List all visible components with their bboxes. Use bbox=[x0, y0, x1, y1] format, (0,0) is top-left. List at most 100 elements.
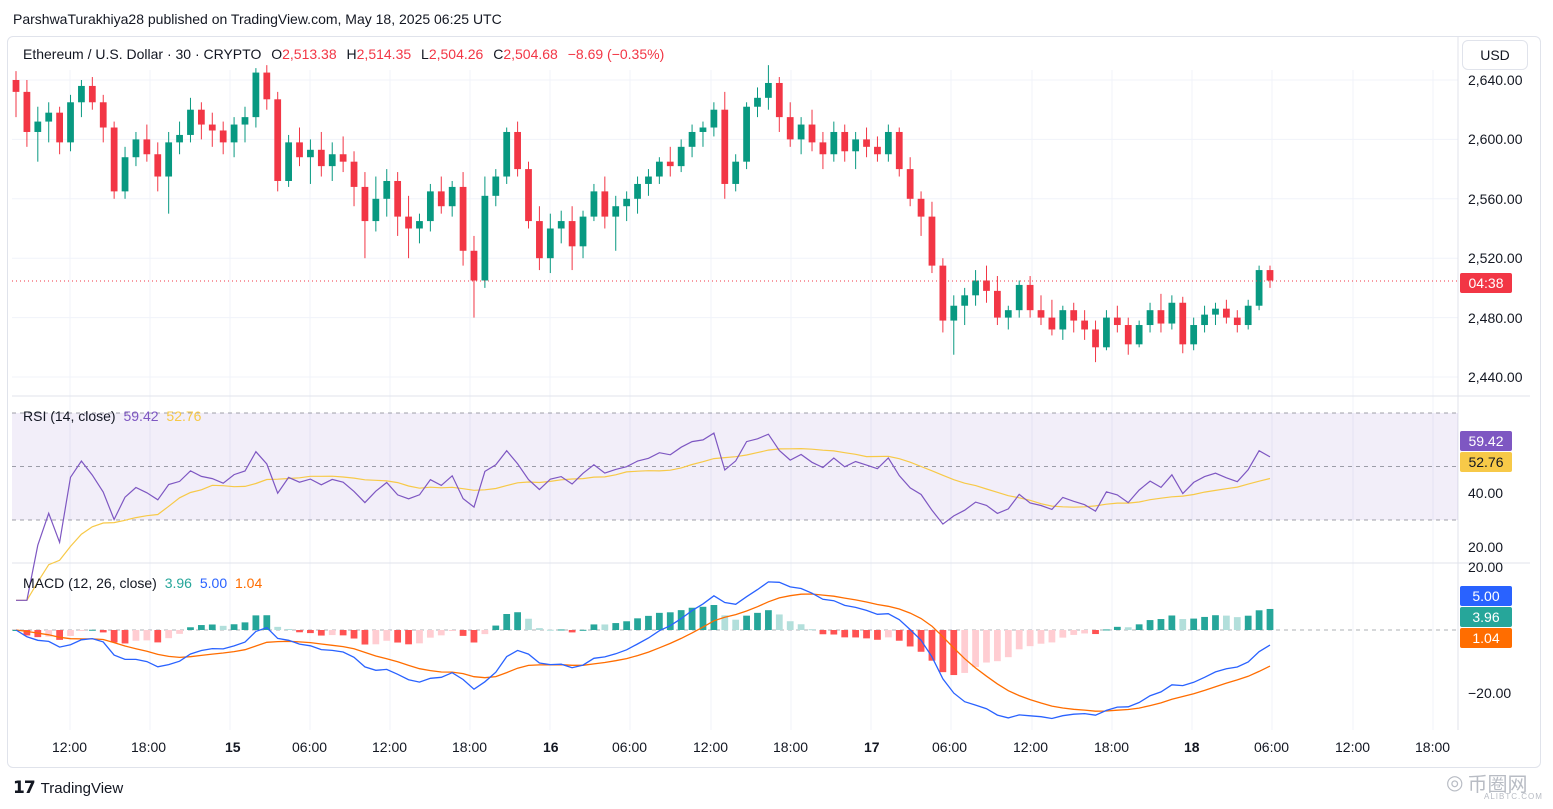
time-label: 06:00 bbox=[612, 739, 648, 755]
candle-body bbox=[830, 131, 838, 155]
watermark-logo-icon: ◎ bbox=[1446, 772, 1464, 794]
macd-histogram-bar bbox=[514, 612, 521, 630]
candle-body bbox=[765, 82, 772, 98]
symbol-name[interactable]: Ethereum / U.S. Dollar · 30 · CRYPTO bbox=[23, 46, 262, 62]
macd-histogram-bar bbox=[634, 618, 641, 630]
open-value: 2,513.38 bbox=[282, 46, 337, 62]
macd-histogram-bar bbox=[1244, 615, 1252, 630]
candle-body bbox=[88, 85, 96, 103]
candle-body bbox=[263, 72, 271, 100]
rsi-label: RSI (14, close) bbox=[23, 408, 116, 424]
candle-body bbox=[1135, 325, 1143, 345]
candle-body bbox=[1113, 317, 1121, 326]
macd-histogram-bar bbox=[230, 624, 238, 630]
candle-body bbox=[645, 176, 652, 184]
watermark-subtext: ALIBTC.COM bbox=[1484, 792, 1543, 801]
countdown-badge: 04:38 bbox=[1460, 273, 1512, 293]
candle-body bbox=[252, 72, 260, 118]
candle-body bbox=[34, 121, 42, 132]
candle-body bbox=[939, 265, 947, 321]
macd-histogram-bar bbox=[197, 625, 205, 630]
candle-body bbox=[1212, 308, 1219, 315]
candle-body bbox=[568, 221, 576, 247]
macd-histogram-bar bbox=[1059, 630, 1067, 638]
macd-histogram-bar bbox=[906, 630, 914, 647]
candle-body bbox=[121, 157, 129, 192]
candle-body bbox=[197, 109, 205, 125]
candle-body bbox=[208, 124, 216, 131]
candle-body bbox=[459, 186, 467, 251]
candle-body bbox=[12, 80, 20, 92]
macd-histogram-bar bbox=[1004, 630, 1012, 658]
macd-legend[interactable]: MACD (12, 26, close) 3.96 5.00 1.04 bbox=[23, 575, 262, 591]
rsi-ma-line bbox=[16, 447, 1271, 601]
time-label: 15 bbox=[225, 739, 241, 755]
macd-histogram-bar bbox=[961, 630, 969, 673]
candle-body bbox=[1146, 310, 1154, 326]
macd-histogram-bar bbox=[688, 607, 696, 630]
candle-body bbox=[219, 130, 227, 143]
candle-body bbox=[983, 280, 990, 291]
signal-line bbox=[15, 593, 1271, 712]
macd-histogram-bar bbox=[699, 606, 707, 630]
macd-histogram-bar bbox=[612, 623, 620, 630]
macd-histogram-bar bbox=[99, 630, 107, 633]
currency-button[interactable]: USD bbox=[1462, 40, 1528, 70]
time-label: 17 bbox=[864, 739, 880, 755]
candle-body bbox=[601, 191, 609, 217]
macd-histogram-bar bbox=[950, 630, 958, 676]
macd-histogram-bar bbox=[819, 630, 827, 635]
candle-body bbox=[819, 142, 827, 155]
macd-histogram-bar bbox=[775, 614, 783, 630]
macd-histogram-bar bbox=[754, 612, 761, 630]
candle-body bbox=[688, 131, 696, 147]
candle-body bbox=[285, 142, 292, 181]
time-label: 06:00 bbox=[292, 739, 328, 755]
macd-histogram-bar bbox=[536, 628, 543, 630]
macd-histogram-bar bbox=[1201, 616, 1208, 630]
candle-body bbox=[743, 106, 750, 162]
macd-axis-label: 20.00 bbox=[1468, 559, 1504, 575]
candle-body bbox=[45, 112, 53, 122]
candle-body bbox=[841, 131, 849, 152]
macd-histogram-bar bbox=[1113, 626, 1121, 630]
macd-histogram-bar bbox=[252, 615, 260, 630]
candle-body bbox=[481, 195, 489, 281]
candle-body bbox=[525, 169, 532, 222]
rsi-line bbox=[16, 432, 1271, 601]
tv-logo-icon: 𝟭𝟳 bbox=[13, 778, 36, 797]
candle-body bbox=[1070, 310, 1078, 321]
macd-histogram-bar bbox=[372, 630, 380, 645]
price-axis-label: 2,440.00 bbox=[1468, 369, 1523, 385]
macd-histogram-bar bbox=[1135, 624, 1143, 630]
candle-body bbox=[754, 97, 761, 107]
low-label: L bbox=[421, 46, 429, 62]
macd-histogram-bar bbox=[1179, 619, 1187, 630]
candle-body bbox=[132, 139, 140, 158]
macd-histogram-bar bbox=[710, 605, 718, 630]
candle-body bbox=[775, 82, 783, 118]
macd-histogram-bar bbox=[67, 630, 74, 636]
candle-body bbox=[1223, 308, 1230, 318]
candle-body bbox=[416, 221, 423, 229]
macd-histogram-bar bbox=[383, 630, 391, 641]
candle-body bbox=[1092, 329, 1099, 348]
rsi-legend[interactable]: RSI (14, close) 59.42 52.76 bbox=[23, 408, 201, 424]
macd-histogram-bar bbox=[416, 630, 423, 644]
rsi-ma-badge: 52.76 bbox=[1460, 452, 1512, 472]
candle-body bbox=[143, 139, 151, 155]
candle-body bbox=[426, 191, 434, 222]
candle-body bbox=[1201, 314, 1208, 326]
price-axis-label: 2,600.00 bbox=[1468, 131, 1523, 147]
tradingview-logo[interactable]: 𝟭𝟳 TradingView bbox=[13, 778, 123, 798]
signal-value-badge: 1.04 bbox=[1460, 628, 1512, 648]
macd-histogram-bar bbox=[666, 612, 674, 630]
macd-line bbox=[15, 581, 1271, 720]
candle-body bbox=[230, 124, 238, 143]
macd-histogram-bar bbox=[765, 610, 772, 630]
candle-body bbox=[797, 124, 805, 140]
macd-histogram-bar bbox=[328, 630, 336, 636]
candle-body bbox=[612, 206, 620, 217]
candle-body bbox=[1015, 284, 1023, 311]
